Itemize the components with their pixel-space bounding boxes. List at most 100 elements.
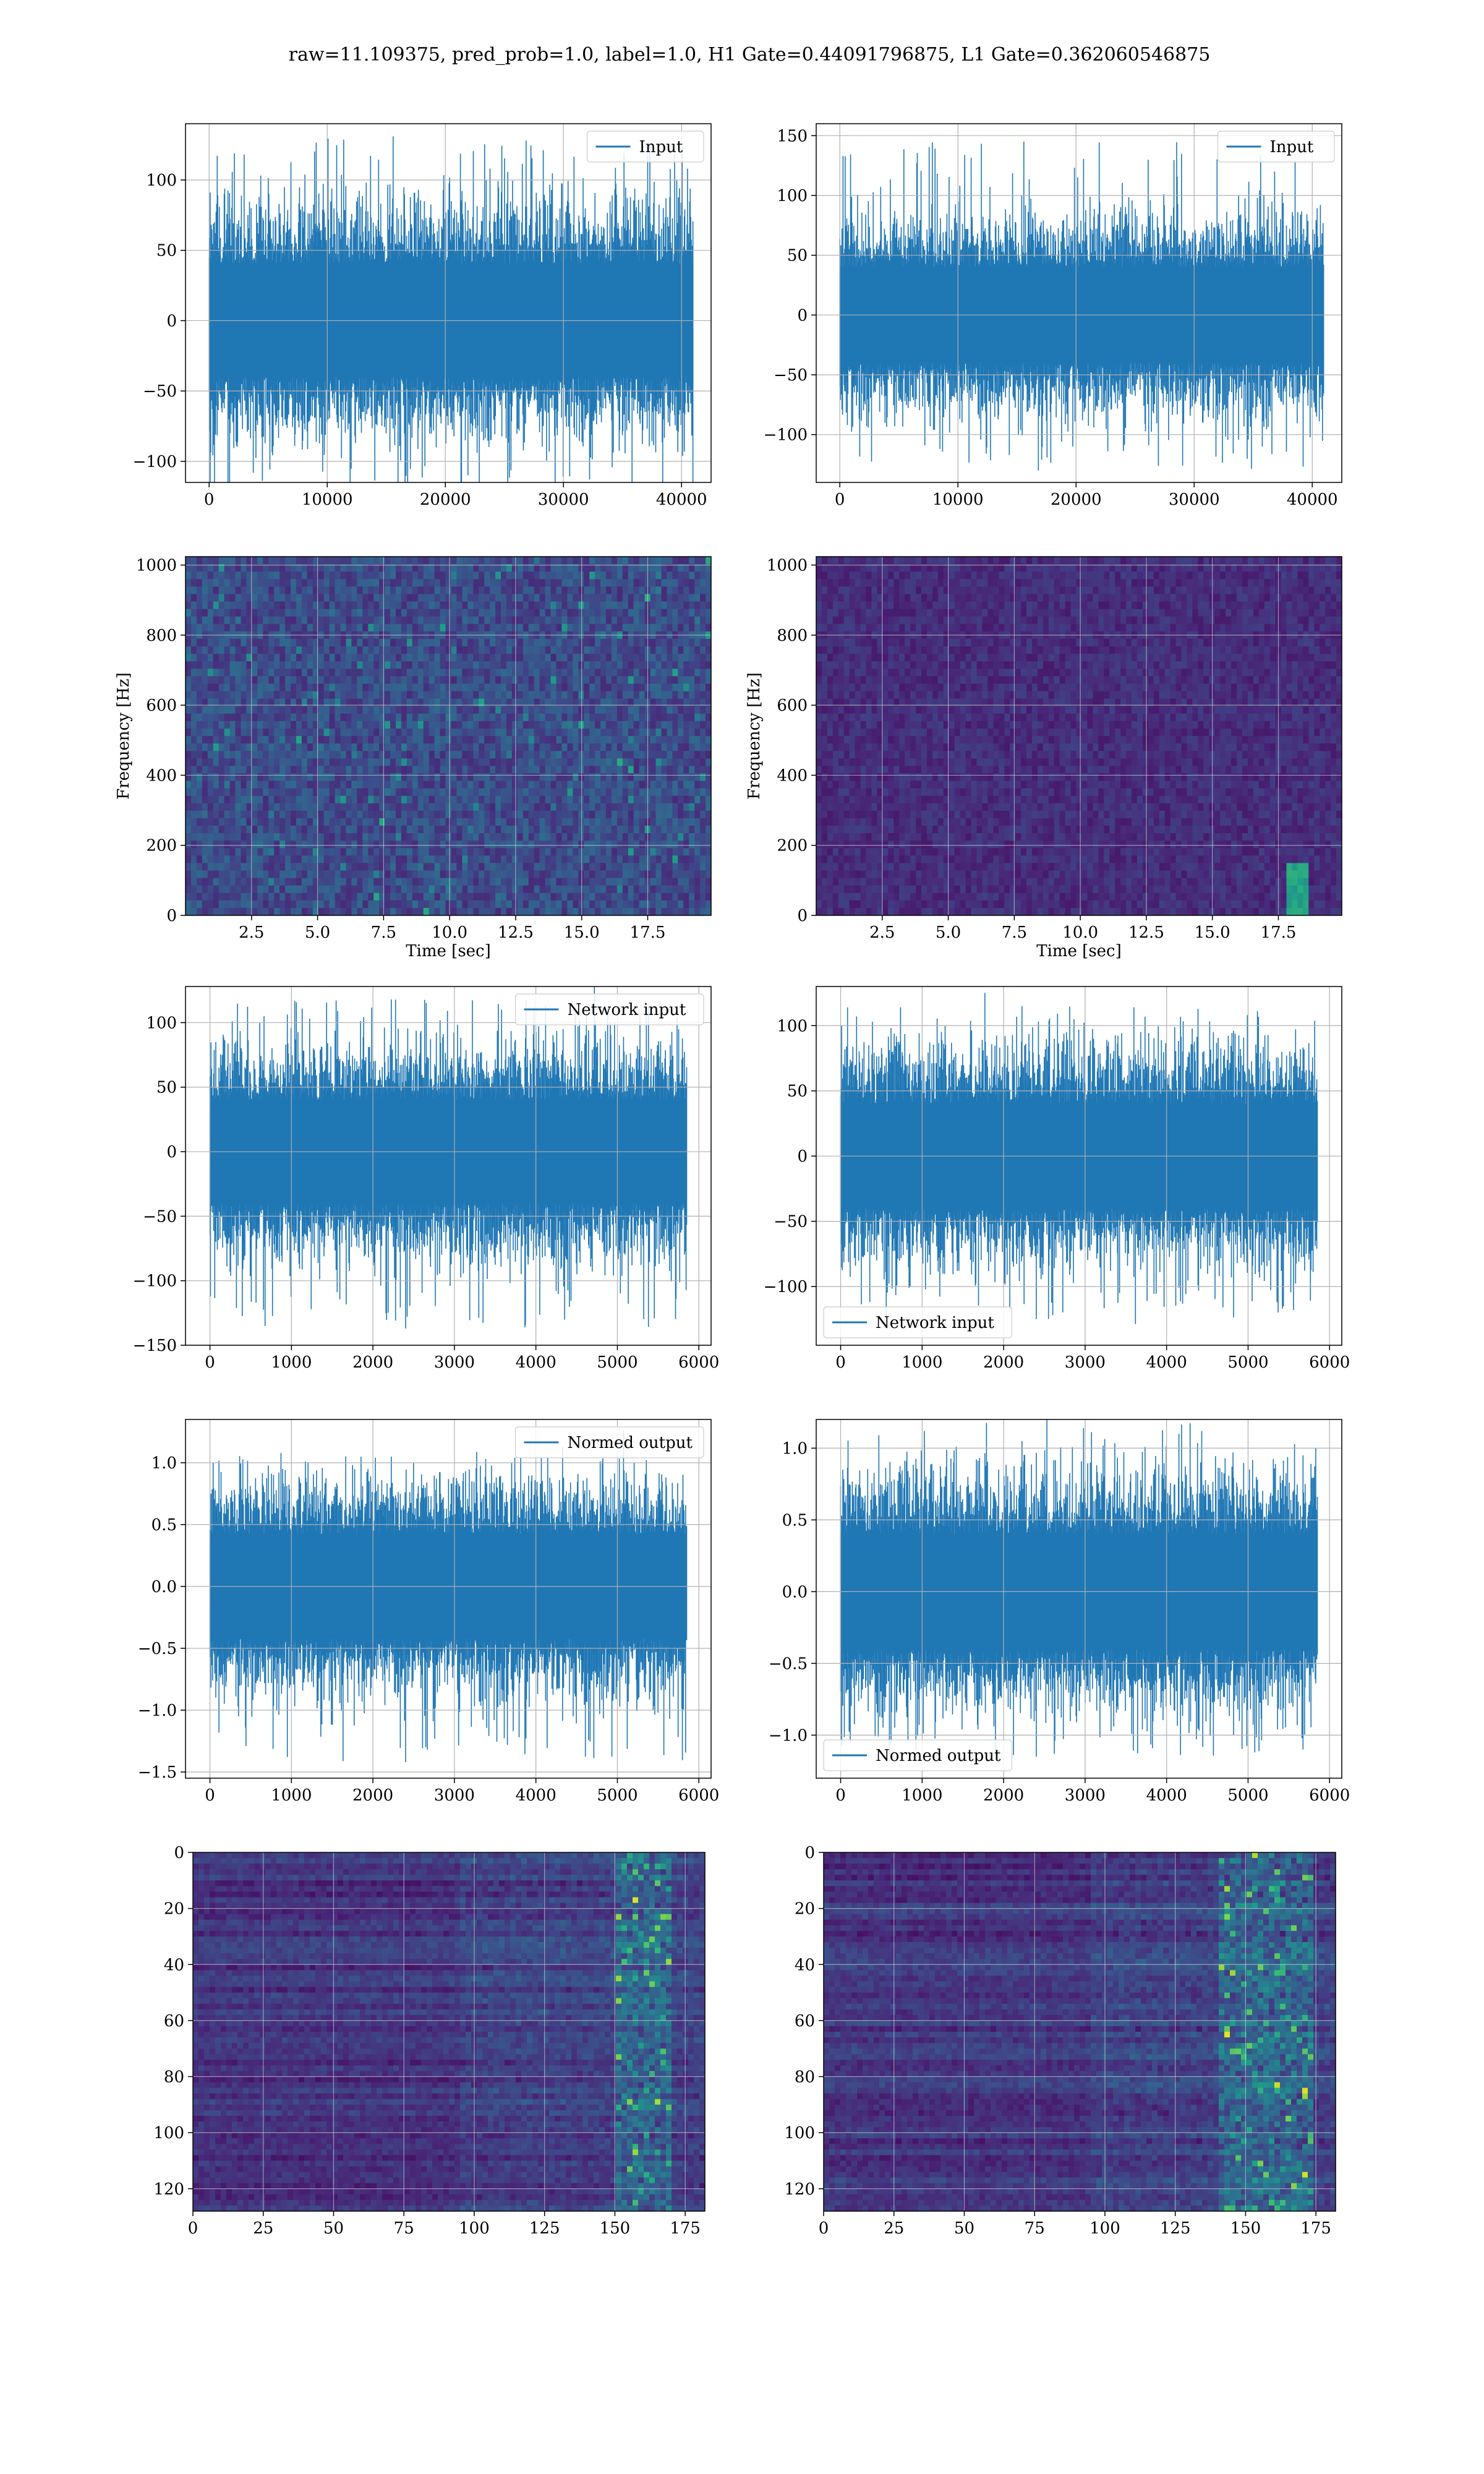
y-tick-label: 0: [797, 306, 808, 325]
legend-label: Network input: [876, 1314, 994, 1332]
x-tick-label: 150: [1230, 2219, 1261, 2238]
axes-frame: [816, 986, 1342, 1346]
axes-frame: [816, 556, 1342, 916]
h1-input-panel: 0 10000 20000 30000 40000 −100 −50 0 50 100 Input: [133, 123, 712, 509]
x-tick-label: 40000: [656, 490, 707, 509]
y-tick-label: 60: [795, 2012, 815, 2031]
x-tick-label: 1000: [902, 1353, 942, 1372]
x-tick-label: 20000: [1051, 490, 1102, 509]
x-tick-label: 4000: [1146, 1353, 1187, 1372]
x-tick-label: 0: [835, 1353, 846, 1372]
x-tick-label: 12.5: [1128, 923, 1164, 942]
axes-frame: [185, 986, 712, 1346]
x-tick-label: 5.0: [305, 923, 330, 942]
h1-normed-output-panel: 0 1000 2000 3000 4000 5000 6000 −1.5 −1.0 −0.5 0.0…: [138, 1419, 719, 1805]
x-tick-label: 6000: [1309, 1786, 1350, 1805]
x-tick-label: 0: [835, 1786, 846, 1805]
x-tick-label: 0: [205, 1786, 215, 1805]
x-axis-label: Time [sec]: [406, 942, 491, 961]
x-tick-label: 125: [529, 2219, 560, 2238]
y-tick-label: 100: [777, 187, 808, 205]
x-tick-label: 6000: [678, 1353, 719, 1372]
legend-box: [823, 1306, 1013, 1338]
x-tick-label: 10.0: [432, 923, 467, 942]
l1-feature-map-plot-area: [824, 1852, 1336, 2211]
y-tick-label: −100: [133, 1272, 177, 1291]
l1-normed-output-grid: [816, 1419, 1342, 1778]
legend-box: [514, 1426, 704, 1458]
l1-spectrogram-grid: [816, 557, 1342, 915]
y-axis-label: Frequency [Hz]: [114, 672, 133, 800]
y-tick-label: −0.5: [138, 1640, 177, 1658]
x-tick-label: 10.0: [1062, 923, 1098, 942]
h1-feature-map-plot-area: [193, 1852, 705, 2211]
y-tick-label: 600: [777, 696, 808, 715]
x-tick-label: 30000: [1169, 490, 1220, 509]
h1-spectrogram-grid: [186, 557, 711, 915]
y-tick-label: 0.5: [151, 1516, 177, 1534]
x-tick-label: 175: [670, 2219, 701, 2238]
l1-network-input-plot-area: [816, 987, 1342, 1345]
l1-input-plot-area: [816, 124, 1342, 482]
x-tick-label: 15.0: [564, 923, 600, 942]
x-tick-label: 10000: [932, 490, 984, 509]
x-tick-label: 50: [954, 2219, 974, 2238]
x-tick-label: 0: [205, 1353, 215, 1372]
x-tick-label: 17.5: [1261, 923, 1297, 942]
h1-feature-map-heatmap-cells: [193, 1852, 705, 2211]
x-tick-label: 2.5: [239, 923, 264, 942]
h1-spectrogram-plot-area: [186, 557, 711, 915]
y-tick-label: 0: [166, 907, 177, 925]
y-tick-label: 50: [787, 1082, 808, 1101]
x-tick-label: 7.5: [1002, 923, 1027, 942]
l1-spectrogram-plot-area: [816, 557, 1342, 915]
y-tick-label: 40: [164, 1956, 184, 1974]
x-tick-label: 0: [188, 2219, 198, 2238]
y-tick-label: −100: [133, 453, 177, 471]
y-tick-label: 0: [797, 1147, 808, 1166]
x-tick-label: 2000: [983, 1353, 1024, 1372]
legend-box: [823, 1739, 1013, 1771]
y-tick-label: 0: [166, 312, 177, 330]
x-tick-label: 2000: [352, 1353, 393, 1372]
x-tick-label: 1000: [902, 1786, 942, 1805]
y-tick-label: 0: [797, 907, 808, 925]
y-tick-label: 600: [146, 696, 177, 715]
x-tick-label: 100: [1090, 2219, 1120, 2238]
y-tick-label: 100: [153, 2124, 184, 2142]
x-tick-label: 4000: [1146, 1786, 1187, 1805]
x-tick-label: 3000: [434, 1353, 475, 1372]
x-tick-label: 5000: [597, 1353, 638, 1372]
l1-feature-map-grid: [824, 1852, 1336, 2211]
l1-network-input-legend: Network input: [823, 1306, 1013, 1338]
y-tick-label: −1.5: [138, 1763, 177, 1782]
legend-label: Normed output: [876, 1747, 1001, 1765]
x-tick-label: 6000: [1309, 1353, 1350, 1372]
y-tick-label: 0: [804, 1844, 815, 1862]
l1-network-input-panel: 0 1000 2000 3000 4000 5000 6000 −100 −50 0 50 100 Ne…: [764, 986, 1350, 1372]
x-tick-label: 50: [323, 2219, 344, 2238]
y-tick-label: −50: [143, 1207, 177, 1226]
y-tick-label: 100: [784, 2124, 815, 2142]
y-tick-label: 1000: [767, 557, 808, 575]
y-tick-label: 50: [787, 247, 808, 265]
legend-label: Network input: [568, 1001, 686, 1019]
y-tick-label: 20: [164, 1900, 184, 1919]
y-tick-label: −50: [774, 1213, 808, 1231]
legend-box: [586, 131, 704, 163]
l1-spectrogram-panel: 2.5 5.0 7.5 10.0 12.5 15.0 17.5 0 200 400 600 800 10…: [745, 556, 1342, 961]
h1-input-plot-area: [186, 124, 711, 482]
y-tick-label: 0.0: [151, 1578, 177, 1596]
h1-feature-map-panel: 0 25 50 75 100 125 150 175 0 20 40 60 80 100 120: [153, 1844, 706, 2238]
x-tick-label: 100: [459, 2219, 490, 2238]
l1-normed-output-legend: Normed output: [823, 1739, 1013, 1771]
y-tick-label: 20: [795, 1900, 815, 1919]
axes-frame: [185, 123, 712, 483]
x-tick-label: 4000: [516, 1353, 556, 1372]
y-tick-label: 0: [174, 1844, 184, 1862]
y-tick-label: 100: [777, 1017, 808, 1035]
axes-frame: [185, 556, 712, 916]
x-tick-label: 4000: [516, 1786, 556, 1805]
figure-suptitle: raw=11.109375, pred_prob=1.0, label=1.0,…: [289, 44, 1211, 66]
x-tick-label: 2000: [983, 1786, 1024, 1805]
